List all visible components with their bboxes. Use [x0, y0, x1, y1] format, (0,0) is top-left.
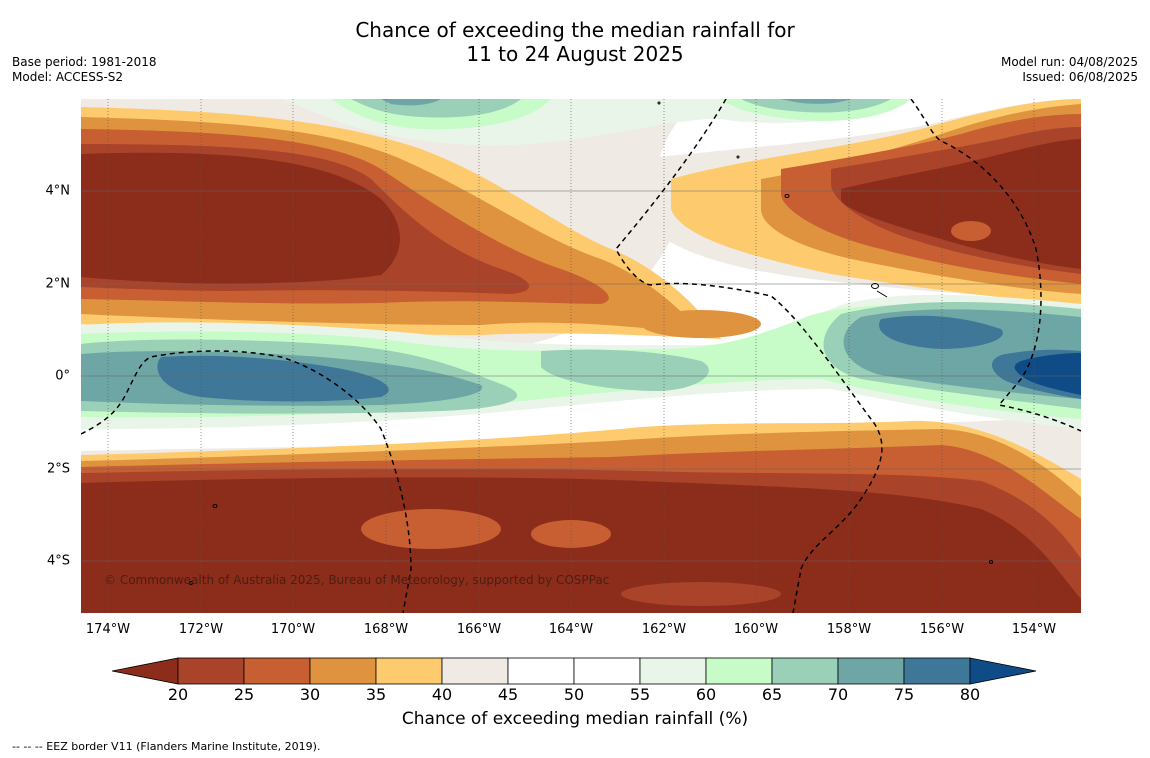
lon-label-156w: 156°W: [919, 622, 965, 637]
lat-label-0: 0°: [55, 368, 70, 384]
lon-label-162w: 162°W: [641, 622, 687, 637]
colorbar-segment: [507, 657, 575, 685]
colorbar-segment: [573, 657, 641, 685]
north-patch-1: [641, 310, 761, 338]
colorbar-segment: [639, 657, 707, 685]
rainfall-map-svg: [81, 99, 1081, 613]
colorbar-tick-80: 80: [959, 685, 981, 704]
north-wet-70b: [741, 99, 891, 113]
island-2: [784, 194, 790, 198]
lon-label-166w: 166°W: [456, 622, 502, 637]
colorbar-extend-low: [112, 657, 179, 685]
colorbar-segment: [903, 657, 971, 685]
lon-label-172w: 172°W: [178, 622, 224, 637]
colorbar-tick-55: 55: [629, 685, 651, 704]
island-3: [212, 504, 218, 508]
island-5: [989, 560, 993, 564]
lon-label-174w: 174°W: [85, 622, 131, 637]
island-7: [736, 155, 740, 159]
model-name: Model: ACCESS-S2: [12, 70, 124, 84]
lon-label-164w: 164°W: [548, 622, 594, 637]
rainfall-map: [81, 99, 1081, 613]
colorbar-segments: [112, 657, 1037, 685]
copyright-notice: © Commonwealth of Australia 2025, Bureau…: [104, 573, 610, 587]
colorbar-tick-35: 35: [365, 685, 387, 704]
equator-wet-70b: [541, 349, 709, 391]
meta-right: Model run: 04/08/2025 Issued: 06/08/2025: [1001, 55, 1138, 85]
lat-label-4s: 4°S: [46, 553, 70, 569]
north-wet-75b: [781, 99, 851, 104]
island-1-reef: [876, 290, 888, 298]
colorbar-tick-30: 30: [299, 685, 321, 704]
colorbar-segment: [705, 657, 773, 685]
colorbar-segment: [375, 657, 443, 685]
islands: [189, 101, 993, 585]
colorbar-tick-40: 40: [431, 685, 453, 704]
chart-title: Chance of exceeding the median rainfall …: [0, 18, 1150, 66]
base-period: Base period: 1981-2018: [12, 55, 157, 69]
colorbar-label: Chance of exceeding median rainfall (%): [401, 709, 749, 729]
colorbar: [112, 657, 1037, 685]
north-wet-75: [381, 99, 441, 106]
colorbar-tick-70: 70: [827, 685, 849, 704]
colorbar-segment: [243, 657, 311, 685]
northeast-patch-1: [951, 221, 991, 241]
colorbar-segment: [309, 657, 377, 685]
colorbar-tick-60: 60: [695, 685, 717, 704]
issued-date: Issued: 06/08/2025: [1022, 70, 1138, 84]
island-1: [871, 283, 879, 289]
colorbar-tick-25: 25: [233, 685, 255, 704]
lon-label-154w: 154°W: [1011, 622, 1057, 637]
meta-left: Base period: 1981-2018 Model: ACCESS-S2: [12, 55, 157, 85]
equator-wet-80b: [879, 315, 1003, 349]
equator-wet-above-80: [1014, 353, 1081, 395]
colorbar-segment: [441, 657, 509, 685]
colorbar-tick-20: 20: [167, 685, 189, 704]
island-4: [189, 581, 193, 585]
northeast-band-below-20: [841, 139, 1081, 269]
lon-label-160w: 160°W: [733, 622, 779, 637]
south-patch-1: [361, 509, 501, 549]
island-6: [657, 101, 661, 105]
lon-label-168w: 168°W: [363, 622, 409, 637]
eez-border-central: [615, 99, 883, 613]
colorbar-segment: [837, 657, 905, 685]
colorbar-segment: [177, 657, 245, 685]
eez-borders: [81, 99, 1081, 613]
south-patch-3: [621, 582, 781, 606]
colorbar-tick-45: 45: [497, 685, 519, 704]
model-run: Model run: 04/08/2025: [1000, 55, 1138, 69]
lat-label-2s: 2°S: [46, 461, 70, 477]
colorbar-tick-65: 65: [761, 685, 783, 704]
eez-border-east: [910, 99, 1081, 432]
lon-label-158w: 158°W: [826, 622, 872, 637]
lon-label-170w: 170°W: [270, 622, 316, 637]
colorbar-tick-50: 50: [563, 685, 585, 704]
title-line-2: 11 to 24 August 2025: [466, 42, 684, 66]
title-line-1: Chance of exceeding the median rainfall …: [355, 18, 795, 42]
north-band-below-20: [81, 152, 400, 284]
lat-label-2n: 2°N: [45, 276, 71, 292]
eez-footnote: -- -- -- EEZ border V11 (Flanders Marine…: [12, 740, 321, 753]
eez-border-west: [81, 350, 412, 613]
colorbar-segment: [771, 657, 839, 685]
parallels: [81, 190, 1081, 562]
lat-label-4n: 4°N: [45, 183, 71, 199]
colorbar-tick-75: 75: [893, 685, 915, 704]
colorbar-extend-high: [969, 657, 1037, 685]
equator-wet-80: [157, 355, 389, 402]
